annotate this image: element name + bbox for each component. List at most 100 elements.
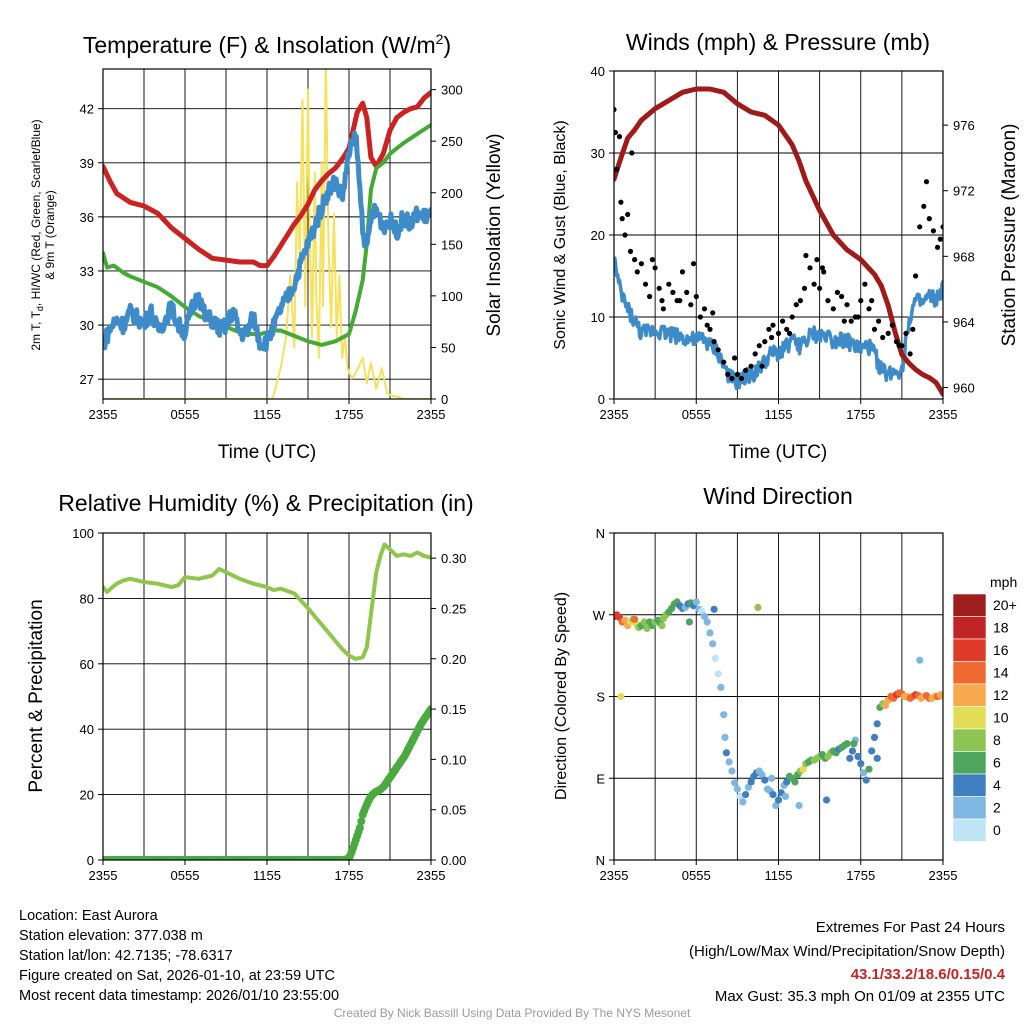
gust-point (789, 314, 795, 320)
series-2m-t (103, 89, 431, 269)
axes: 2355 0555 1155 1755 23550204060801000.000.05… (72, 526, 466, 883)
x-tick-label: 1155 (253, 407, 281, 422)
humidity-y-label: Percent & Precipitation (26, 599, 47, 792)
gust-point (830, 306, 836, 312)
direction-point (754, 603, 762, 612)
info-location: Location: East Aurora (19, 908, 158, 924)
y-tick-label: 30 (591, 146, 605, 161)
data-layer (614, 86, 943, 397)
direction-point (795, 801, 803, 810)
gust-point (652, 265, 658, 271)
gust-point (710, 310, 716, 316)
gust-point (797, 298, 804, 304)
gust-point (862, 281, 868, 287)
gust-point (614, 129, 618, 136)
gust-point (642, 281, 649, 287)
y2-tick-label: 200 (441, 186, 463, 201)
gust-point (930, 228, 937, 234)
gust-point (803, 252, 809, 259)
colorbar-swatch (952, 616, 987, 640)
direction-point (706, 629, 714, 637)
series-sonic-wind (614, 256, 943, 391)
gust-point (786, 330, 793, 336)
gust-point (743, 367, 749, 373)
gust-point (732, 355, 738, 361)
direction-point (733, 785, 742, 793)
info-created: Figure created on Sat, 2026-01-10, at 23… (19, 968, 335, 984)
gust-point (707, 326, 713, 332)
gust-point (762, 339, 768, 345)
x-tick-label: 0555 (171, 868, 200, 883)
gust-point (660, 306, 667, 312)
y2-tick-label: 964 (953, 315, 975, 330)
gust-point (880, 334, 886, 341)
precip-points (103, 705, 431, 860)
temperature-x-label: Time (UTC) (218, 442, 317, 463)
pressure-y2-label: Station Pressure (Maroon) (999, 124, 1020, 347)
colorbar-swatch (952, 593, 987, 617)
info-elevation: Station elevation: 377.038 m (19, 928, 203, 944)
gust-point (913, 273, 919, 279)
direction-point (709, 640, 717, 648)
x-tick-label: 1155 (253, 868, 281, 883)
series-wind-chill (103, 130, 431, 353)
temperature-title: Temperature (F) & Insolation (W/m2) (83, 31, 451, 58)
direction-point (768, 774, 776, 782)
gust-point (869, 298, 875, 304)
y-tick-label: N (596, 526, 605, 541)
gust-point (619, 216, 625, 222)
direction-point (700, 613, 709, 621)
gust-point (821, 269, 827, 275)
gust-point (670, 289, 676, 295)
humidity-title: Relative Humidity (%) & Precipitation (i… (58, 490, 473, 516)
gust-point (756, 343, 762, 349)
x-tick-label: 2355 (417, 407, 446, 422)
extremes-subtitle: (High/Low/Max Wind/Precipitation/Snow De… (689, 943, 1005, 960)
x-tick-label: 0555 (682, 407, 711, 422)
x-tick-label: 2355 (600, 868, 629, 883)
direction-point (717, 683, 725, 692)
gust-point (893, 339, 900, 345)
gust-point (917, 224, 923, 230)
direction-point (744, 783, 752, 791)
direction-point (916, 656, 924, 664)
direction-point (747, 778, 755, 786)
direction-point (881, 702, 890, 710)
direction-point (772, 801, 780, 810)
x-tick-label: 2355 (89, 868, 118, 883)
wind-direction-y-label: Direction (Colored By Speed) (553, 592, 570, 800)
direction-point (711, 654, 720, 663)
direction-point (870, 733, 879, 742)
colorbar-swatch (952, 796, 987, 820)
direction-point (640, 618, 648, 626)
gust-point (766, 326, 772, 332)
colorbar-label: 16 (993, 642, 1009, 658)
gust-point (715, 347, 721, 353)
temperature-y-label-2: & 9m T (Orange) (43, 190, 57, 280)
gust-point (729, 375, 735, 382)
direction-point (621, 616, 629, 624)
colorbar-swatch (952, 683, 987, 707)
gust-point (614, 166, 620, 172)
y-tick-label: 27 (80, 372, 94, 387)
y2-tick-label: 0.10 (441, 752, 466, 767)
gust-point (839, 293, 845, 300)
direction-points (614, 598, 943, 810)
direction-point (761, 776, 769, 784)
series-relative-humidity (103, 542, 431, 661)
gust-point (693, 293, 699, 300)
gust-point (638, 261, 645, 267)
y-tick-label: 33 (80, 264, 94, 279)
x-tick-label: 1755 (335, 868, 364, 883)
direction-point (631, 615, 639, 623)
y-tick-label: 40 (591, 64, 605, 79)
gust-point (921, 203, 927, 209)
gust-point (679, 269, 686, 275)
direction-point (758, 771, 766, 779)
y-tick-label: 0 (598, 392, 605, 407)
direction-point (736, 792, 744, 801)
colorbar-swatch (952, 706, 987, 730)
gust-point (844, 302, 850, 308)
